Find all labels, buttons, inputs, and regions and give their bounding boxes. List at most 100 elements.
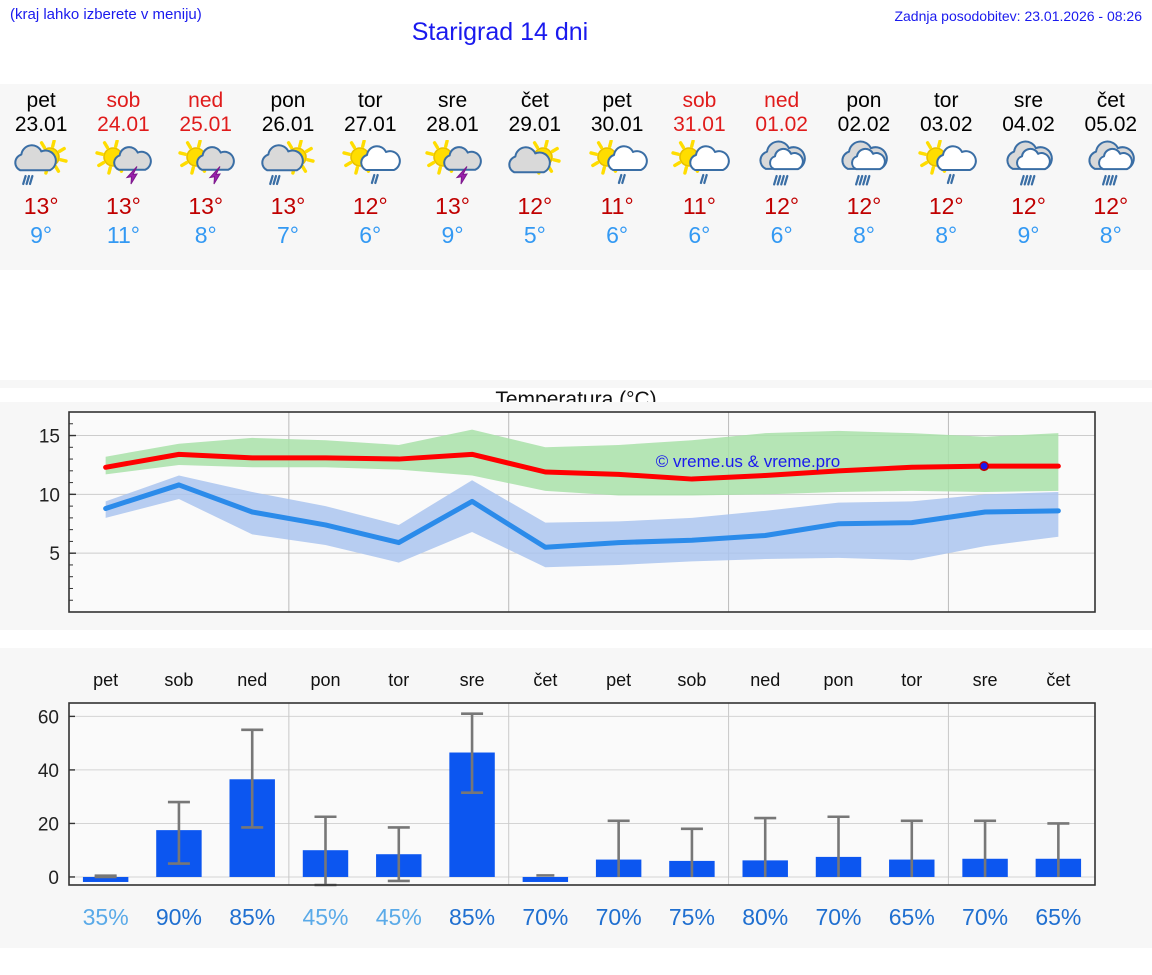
day-of-week: sre <box>1013 89 1044 112</box>
precip-bar-6 <box>522 876 569 882</box>
page-title: Starigrad 14 dni <box>411 18 589 46</box>
day-column-8[interactable]: sob 31.01 11° 6° <box>658 84 740 270</box>
temp-max: 12° <box>517 193 553 219</box>
temp-max: 11° <box>682 193 716 219</box>
svg-text:60: 60 <box>38 707 59 728</box>
day-column-0[interactable]: pet 23.01 13° 9° <box>0 84 82 270</box>
temperature-chart-block: Temperatura (°C) 5 10 15 © vreme.us & vreme… <box>0 380 1152 630</box>
precip-probability-0: 35% <box>83 904 129 930</box>
temp-max: 13° <box>435 193 470 219</box>
day-column-4[interactable]: tor 27.01 12° 6° <box>329 84 411 270</box>
day-column-3[interactable]: pon 26.01 13° 7° <box>247 84 329 270</box>
precip-probability-4: 45% <box>376 904 422 930</box>
precip-day-label-1: sob <box>164 670 193 690</box>
precip-errorbar-8 <box>680 827 703 877</box>
day-of-week: pet <box>602 89 632 112</box>
temp-max: 12° <box>352 193 388 219</box>
precip-day-label-10: pon <box>823 670 853 690</box>
precip-probability-10: 70% <box>815 904 861 930</box>
day-date: 05.02 <box>1084 113 1138 136</box>
day-column-9[interactable]: ned 01.02 12° 6° <box>741 84 823 270</box>
day-date: 24.01 <box>97 113 150 136</box>
sun-cloud-rain-icon <box>334 139 406 192</box>
day-column-13[interactable]: čet 05.02 12° 8° <box>1070 84 1152 270</box>
day-of-week: ned <box>188 89 224 112</box>
precip-errorbar-12 <box>974 819 997 877</box>
precip-bar-0 <box>82 876 129 882</box>
precip-day-label-9: ned <box>750 670 780 690</box>
day-of-week: pon <box>270 89 306 112</box>
day-of-week: ned <box>764 89 800 112</box>
precip-errorbar-1 <box>167 800 190 865</box>
day-of-week: sob <box>106 89 141 112</box>
day-date: 25.01 <box>179 113 232 136</box>
precip-errorbar-9 <box>754 816 777 877</box>
sun-cloud-thunder-icon <box>170 139 242 192</box>
precip-errorbar-13 <box>1047 822 1070 877</box>
day-date: 29.01 <box>508 113 562 136</box>
day-column-5[interactable]: sre 28.01 13° 9° <box>411 84 493 270</box>
cloud-rain-icon <box>993 140 1065 192</box>
day-date: 04.02 <box>1002 113 1055 136</box>
precip-probability-3: 45% <box>302 904 348 930</box>
temperature-band-0 <box>105 429 1059 496</box>
day-column-1[interactable]: sob 24.01 13° 11° <box>82 84 164 270</box>
temp-max: 13° <box>188 193 224 219</box>
cloud-sun-rain-icon <box>252 139 324 192</box>
precip-day-label-4: tor <box>388 670 409 690</box>
cloud-rain-icon <box>828 140 900 192</box>
sun-cloud-rain-icon <box>910 139 982 192</box>
precip-probability-9: 80% <box>742 904 788 930</box>
day-date: 31.01 <box>673 113 726 136</box>
precip-probability-12: 70% <box>962 904 1008 930</box>
temp-max: 12° <box>1011 193 1046 219</box>
temp-min: 6° <box>688 222 711 248</box>
day-column-12[interactable]: sre 04.02 12° 9° <box>987 84 1069 270</box>
sun-cloud-rain-icon <box>581 139 653 192</box>
precip-errorbar-10 <box>827 815 850 877</box>
sun-cloud-thunder-icon <box>417 139 489 192</box>
day-column-7[interactable]: pet 30.01 11° 6° <box>576 84 658 270</box>
cloud-sun-icon <box>499 139 571 192</box>
precip-day-label-13: čet <box>1046 670 1070 690</box>
temp-min: 8° <box>935 222 958 248</box>
day-date: 01.02 <box>755 113 808 136</box>
day-column-11[interactable]: tor 03.02 12° 8° <box>905 84 987 270</box>
precip-probability-5: 85% <box>449 904 495 930</box>
day-of-week: čet <box>520 89 549 112</box>
svg-text:40: 40 <box>38 761 59 782</box>
temp-max: 12° <box>764 193 800 219</box>
precip-day-label-3: pon <box>310 670 340 690</box>
temp-min: 5° <box>523 222 546 248</box>
precipitation-chart-block: Količina padavin (mm) / Možnost padavin … <box>0 648 1152 948</box>
precip-day-label-6: čet <box>533 670 557 690</box>
page-header: (kraj lahko izberete v meniju) Starigrad… <box>0 0 1152 56</box>
svg-text:10: 10 <box>39 485 60 506</box>
cloud-rain-icon <box>746 140 818 192</box>
day-of-week: tor <box>358 89 383 112</box>
precipitation-chart: pet sob ned pon tor sre čet pet sob ned pon tor sre č… <box>0 648 1152 948</box>
precip-probability-6: 70% <box>522 904 568 930</box>
day-column-2[interactable]: ned 25.01 13° 8° <box>165 84 247 270</box>
precip-errorbar-7 <box>607 819 630 877</box>
precip-day-label-0: pet <box>93 670 118 690</box>
temp-min: 9° <box>1017 222 1040 248</box>
precip-day-label-5: sre <box>460 670 485 690</box>
temperature-line-0 <box>103 451 1061 482</box>
day-date: 23.01 <box>14 113 68 136</box>
temp-max: 12° <box>846 193 882 219</box>
day-of-week: pet <box>26 89 56 112</box>
day-of-week: pon <box>846 89 882 112</box>
sun-cloud-thunder-icon <box>87 139 159 192</box>
svg-text:20: 20 <box>38 814 59 835</box>
precip-errorbar-2 <box>241 728 264 829</box>
last-updated-label: Zadnja posodobitev: 23.01.2026 - 08:26 <box>894 8 1142 24</box>
temp-max: 13° <box>270 193 306 219</box>
temp-min: 8° <box>1099 222 1122 248</box>
day-column-10[interactable]: pon 02.02 12° 8° <box>823 84 905 270</box>
day-date: 30.01 <box>590 113 644 136</box>
precip-errorbar-4 <box>387 826 410 883</box>
day-column-6[interactable]: čet 29.01 12° 5° <box>494 84 576 270</box>
precip-day-label-7: pet <box>606 670 631 690</box>
day-date: 03.02 <box>919 113 973 136</box>
